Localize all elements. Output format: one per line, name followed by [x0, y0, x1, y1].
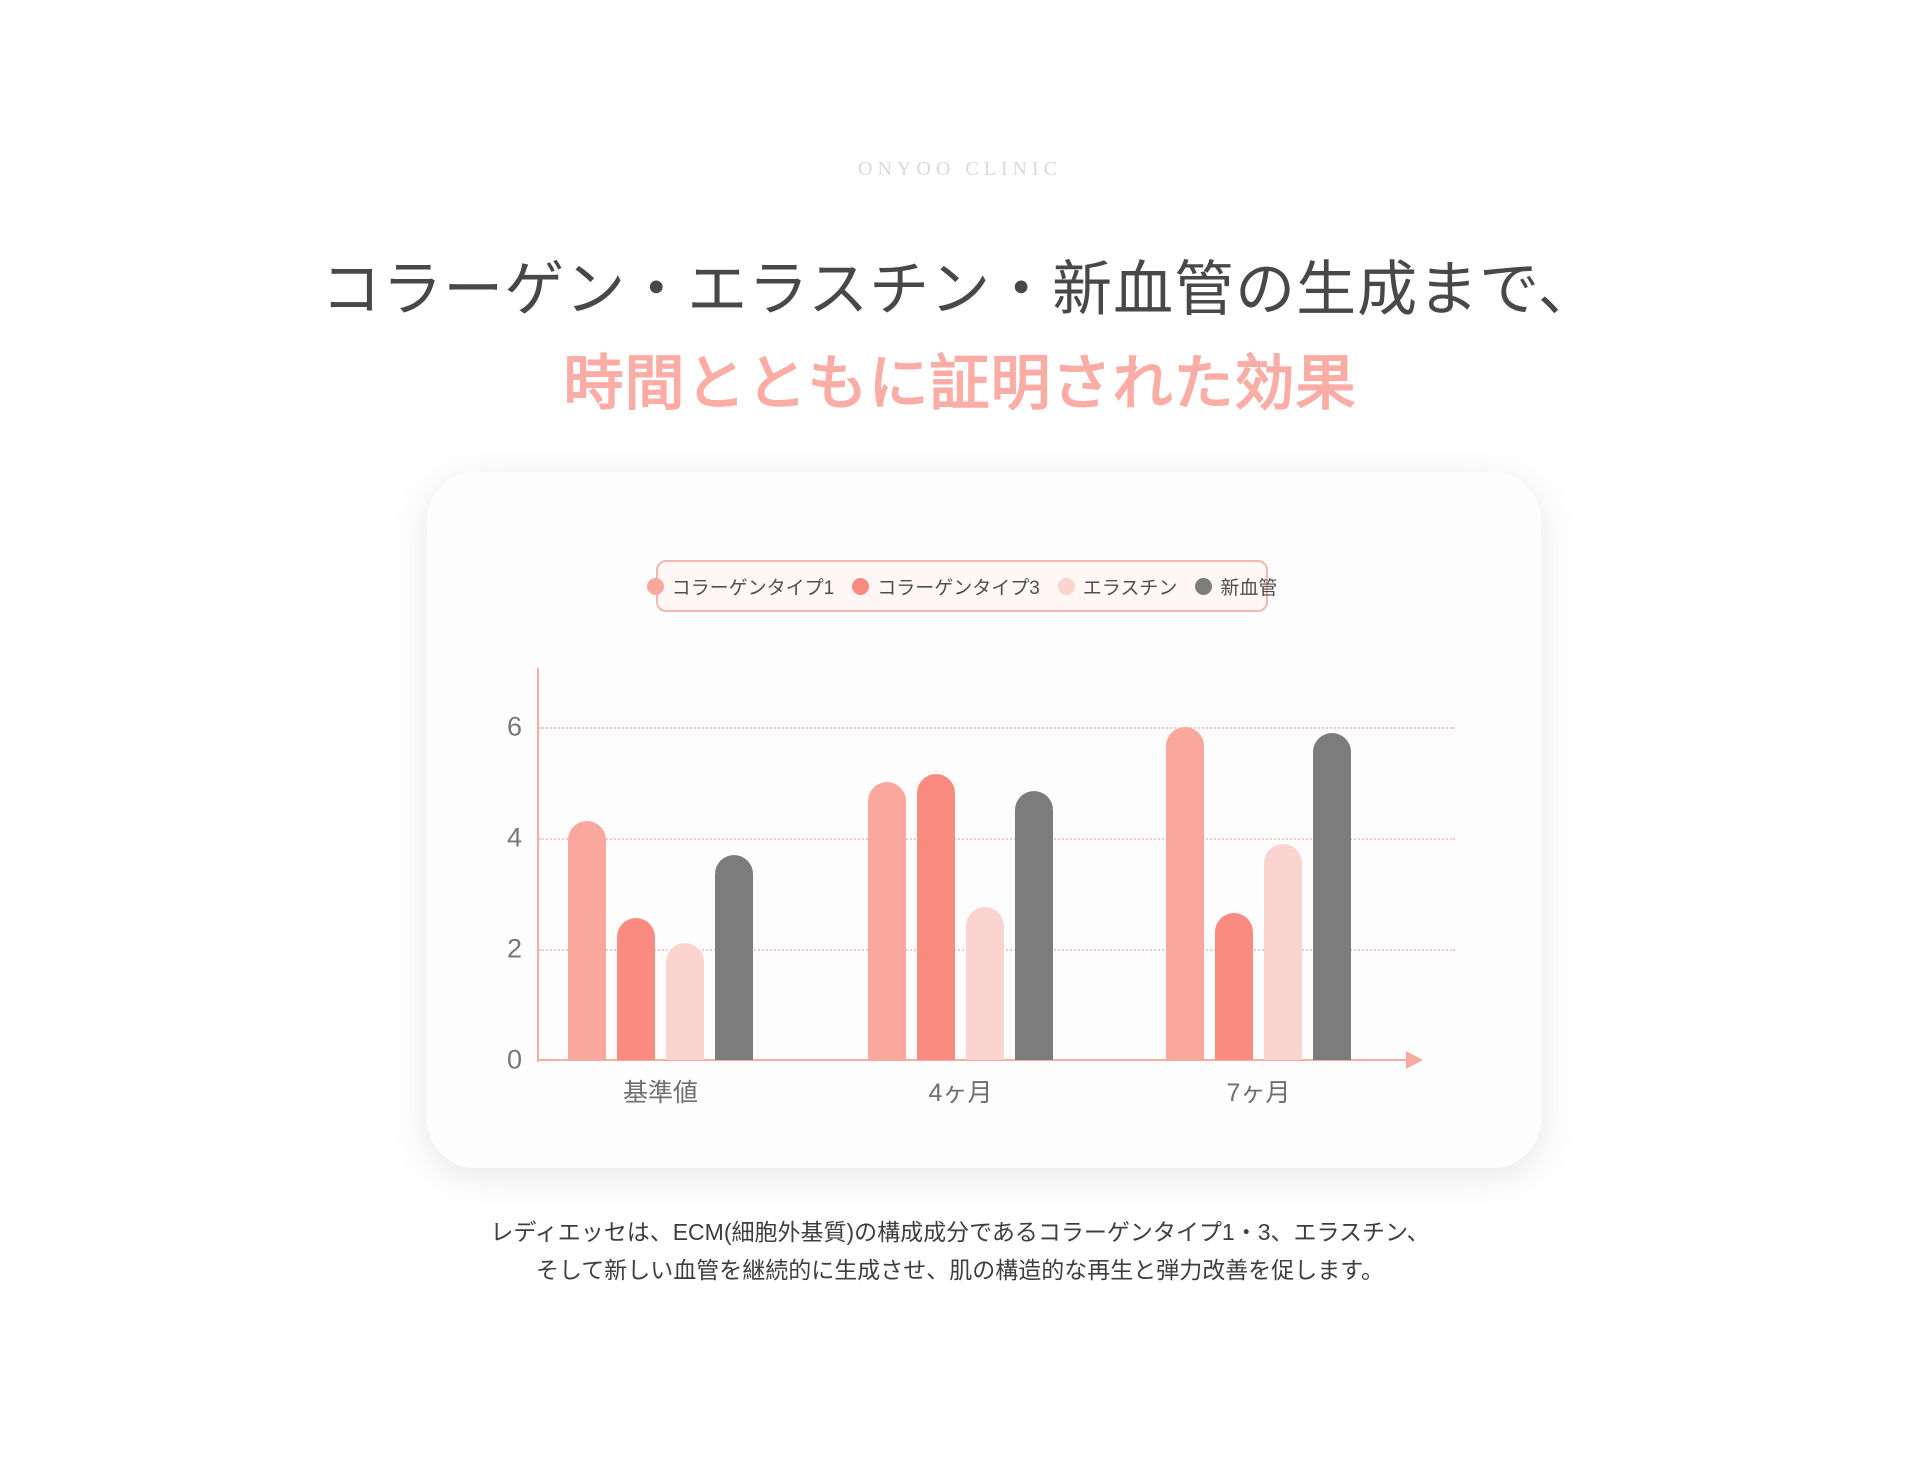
bar	[1215, 913, 1253, 1060]
x-axis-arrow-icon	[1406, 1051, 1423, 1069]
bar	[1015, 791, 1053, 1060]
page-subtitle: 時間とともに証明された効果	[563, 349, 1357, 417]
description-line-2: そして新しい血管を継続的に生成させ、肌の構造的な再生と弾力改善を促します。	[535, 1257, 1384, 1283]
description: レディエッセは、ECM(細胞外基質)の構成成分であるコラーゲンタイプ1・3、エラ…	[0, 1213, 1920, 1289]
y-tick-label: 2	[506, 933, 522, 964]
chart-legend: コラーゲンタイプ1 コラーゲンタイプ3 エラスチン 新血管	[646, 560, 1277, 612]
legend-item: エラスチン	[1057, 573, 1178, 600]
legend-item: 新血管	[1195, 573, 1277, 600]
bar	[715, 855, 753, 1060]
legend-dot-icon	[852, 577, 870, 595]
gridline	[539, 727, 1455, 729]
y-tick-label: 6	[506, 711, 522, 742]
legend-item-label: コラーゲンタイプ3	[877, 577, 1040, 599]
legend-item-label: コラーゲンタイプ1	[671, 577, 835, 599]
legend-dot-icon	[1195, 577, 1213, 595]
bar	[617, 918, 655, 1060]
x-axis-label: 4ヶ月	[928, 1079, 993, 1107]
x-axis-line	[537, 1059, 1408, 1061]
chart-card: コラーゲンタイプ1 コラーゲンタイプ3 エラスチン 新血管 0 2 4 6 基準値 4ヶ月 7ヶ月	[427, 472, 1541, 1168]
legend-item-label: 新血管	[1220, 577, 1278, 599]
bar	[917, 774, 955, 1060]
bar	[1313, 733, 1351, 1060]
gridline	[539, 838, 1455, 840]
y-tick-label: 0	[506, 1044, 522, 1075]
x-axis-label: 7ヶ月	[1226, 1079, 1291, 1107]
x-axis-label: 基準値	[622, 1079, 698, 1107]
bar	[1264, 844, 1302, 1060]
bar	[666, 943, 704, 1060]
y-axis-line	[537, 668, 539, 1062]
y-tick-label: 4	[506, 822, 522, 853]
legend-dot-icon	[1057, 577, 1075, 595]
brand-logo-text: ONYOO CLINIC	[858, 158, 1062, 180]
legend-dot-icon	[646, 577, 664, 595]
legend-item-label: エラスチン	[1082, 577, 1178, 599]
bar	[966, 907, 1004, 1060]
legend-item: コラーゲンタイプ1	[646, 573, 835, 600]
bar	[1166, 727, 1204, 1060]
bar	[568, 821, 606, 1060]
page-title: コラーゲン・エラスチン・新血管の生成まで、	[321, 256, 1599, 324]
description-line-1: レディエッセは、ECM(細胞外基質)の構成成分であるコラーゲンタイプ1・3、エラ…	[490, 1219, 1430, 1245]
legend-item: コラーゲンタイプ3	[852, 573, 1040, 600]
bar	[868, 782, 906, 1060]
chart: 0 2 4 6 基準値 4ヶ月 7ヶ月	[427, 472, 1541, 1168]
